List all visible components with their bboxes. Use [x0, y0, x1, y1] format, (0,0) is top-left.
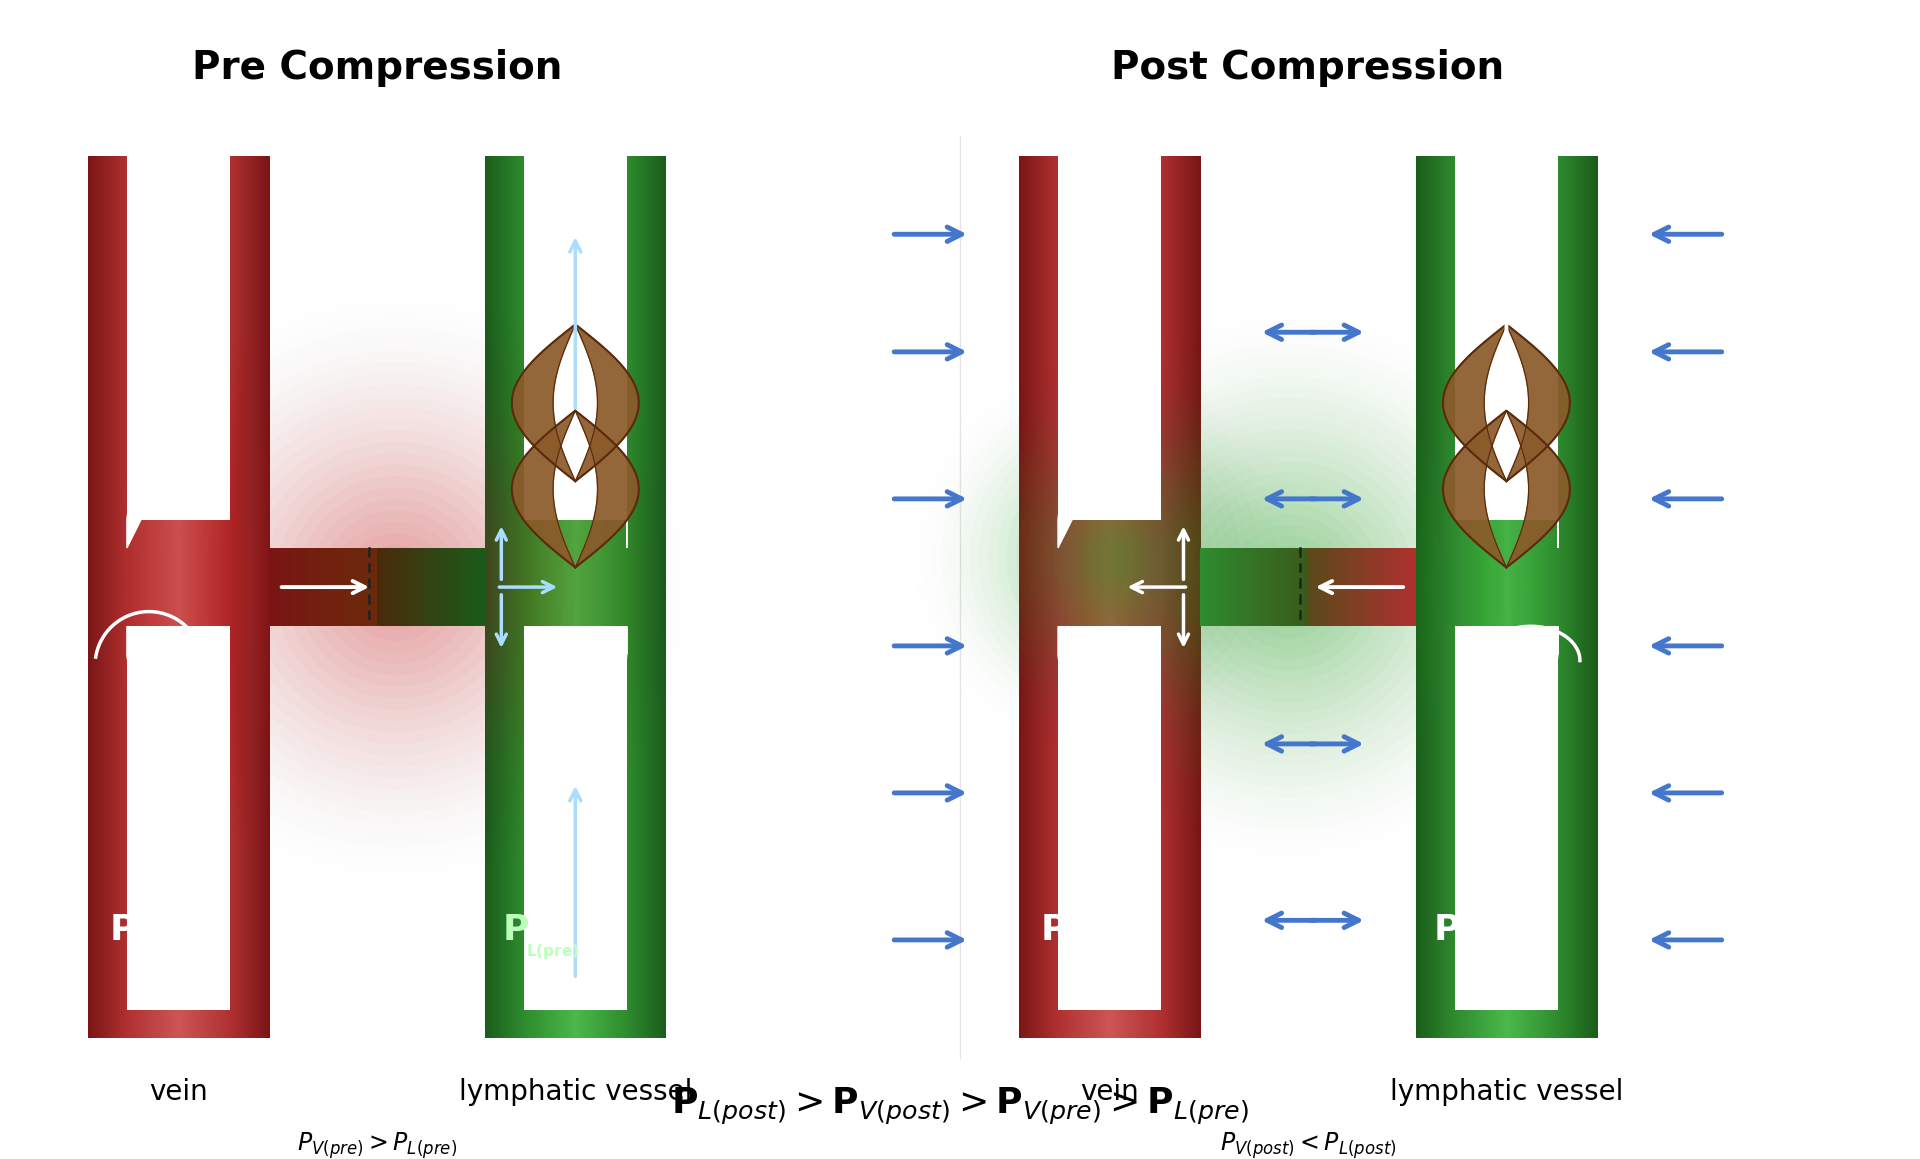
Bar [127, 155, 230, 520]
Text: $\mathbf{P}$: $\mathbf{P}$ [109, 913, 136, 947]
Text: $P_{V(pre)} > P_{L(pre)}$: $P_{V(pre)} > P_{L(pre)}$ [298, 1130, 457, 1159]
Polygon shape [513, 410, 576, 568]
Bar [1058, 626, 1162, 1011]
Polygon shape [1530, 626, 1557, 681]
Text: $\mathbf{P}$: $\mathbf{P}$ [503, 913, 530, 947]
Text: Pre Compression: Pre Compression [192, 49, 563, 87]
Polygon shape [1530, 493, 1557, 548]
Polygon shape [1058, 493, 1085, 548]
Polygon shape [1444, 325, 1507, 481]
Polygon shape [127, 626, 154, 681]
Polygon shape [1444, 410, 1507, 568]
Text: lymphatic vessel: lymphatic vessel [459, 1078, 691, 1106]
Text: $P_{V(post)} < P_{L(post)}$: $P_{V(post)} < P_{L(post)}$ [1219, 1130, 1396, 1159]
Text: $\mathbf{V(pre)}$: $\mathbf{V(pre)}$ [132, 942, 188, 961]
Bar [1455, 626, 1557, 1011]
Polygon shape [127, 493, 154, 548]
Text: $\mathbf{V(post)}$: $\mathbf{V(post)}$ [1064, 942, 1129, 961]
Text: $\mathbf{P}$: $\mathbf{P}$ [1434, 913, 1461, 947]
Bar [1058, 155, 1162, 520]
Text: $\mathbf{L(pre)}$: $\mathbf{L(pre)}$ [526, 942, 580, 961]
Polygon shape [1507, 410, 1571, 568]
Bar [1455, 155, 1557, 520]
Polygon shape [599, 626, 626, 681]
Text: $\mathbf{L(post)}$: $\mathbf{L(post)}$ [1457, 942, 1519, 961]
Polygon shape [576, 410, 639, 568]
Polygon shape [1507, 325, 1571, 481]
Text: lymphatic vessel: lymphatic vessel [1390, 1078, 1622, 1106]
Text: vein: vein [1081, 1078, 1139, 1106]
Polygon shape [599, 493, 626, 548]
Polygon shape [513, 325, 576, 481]
Polygon shape [1058, 626, 1085, 681]
Bar [524, 155, 626, 520]
Text: Post Compression: Post Compression [1112, 49, 1505, 87]
Circle shape [1081, 529, 1139, 586]
Bar [127, 626, 230, 1011]
Circle shape [1091, 538, 1129, 577]
Text: $\mathbf{P}_{L(post)} > \mathbf{P}_{V(post)} > \mathbf{P}_{V(pre)} > \mathbf{P}_: $\mathbf{P}_{L(post)} > \mathbf{P}_{V(po… [670, 1086, 1250, 1127]
Bar [48, 137, 714, 1057]
Bar [524, 626, 626, 1011]
Polygon shape [576, 325, 639, 481]
Text: $\mathbf{P}$: $\mathbf{P}$ [1041, 913, 1068, 947]
Text: vein: vein [150, 1078, 207, 1106]
